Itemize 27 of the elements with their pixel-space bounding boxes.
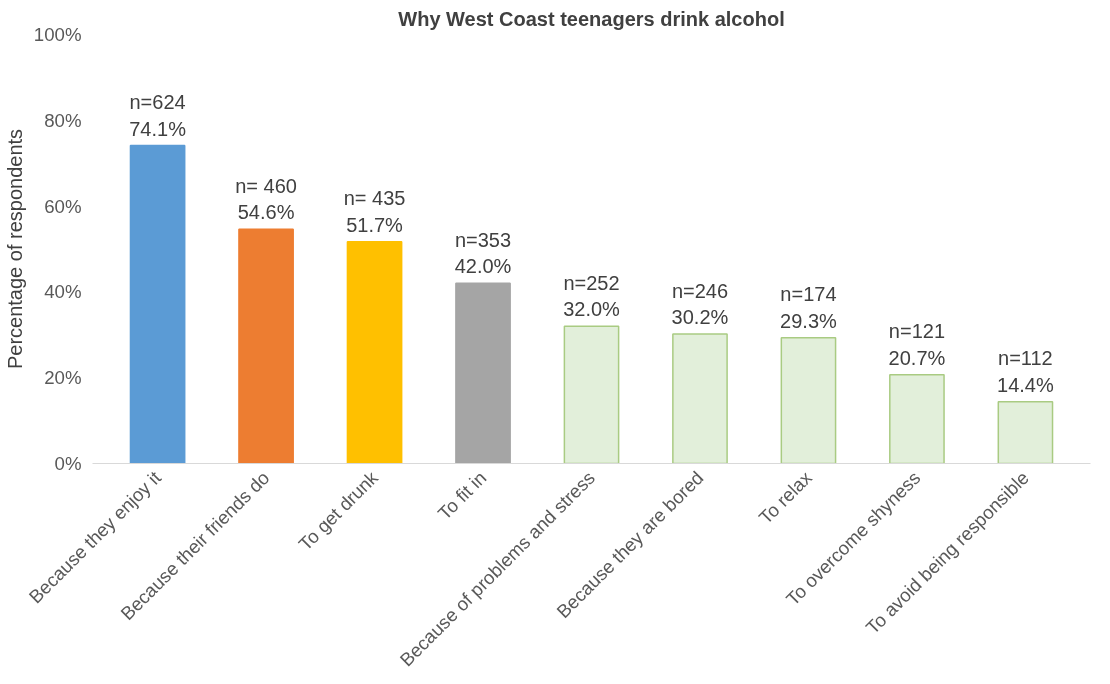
bar — [346, 240, 403, 464]
data-label: n=353 42.0% — [454, 228, 512, 278]
y-axis-title: Percentage of respondents — [3, 128, 26, 370]
bar — [455, 282, 511, 464]
data-label: n=246 30.2% — [671, 279, 729, 328]
y-tick-label: 60% — [44, 195, 82, 217]
bar — [780, 337, 837, 464]
x-tick-label: To fit in — [433, 467, 491, 524]
y-tick-label: 40% — [44, 281, 82, 303]
bar — [238, 228, 294, 464]
data-label: n= 460 54.6% — [235, 174, 297, 224]
bar — [889, 373, 945, 464]
bar — [129, 144, 186, 464]
data-label: n=112 14.4% — [997, 347, 1054, 396]
bar — [563, 325, 620, 464]
y-tick-label: 20% — [44, 367, 82, 389]
bar — [997, 400, 1054, 464]
y-tick-label: 80% — [44, 109, 82, 131]
data-label: n=252 32.0% — [563, 271, 621, 321]
data-label: n= 435 51.7% — [343, 187, 406, 236]
data-label: n=624 74.1% — [129, 91, 187, 140]
data-label: n=174 29.3% — [780, 283, 838, 332]
bar — [672, 333, 728, 464]
y-tick-label: 100% — [33, 24, 82, 45]
y-tick-label: 0% — [54, 453, 82, 474]
data-label: n=121 20.7% — [888, 320, 946, 369]
chart-title: Why West Coast teenagers drink alcohol — [398, 7, 785, 30]
